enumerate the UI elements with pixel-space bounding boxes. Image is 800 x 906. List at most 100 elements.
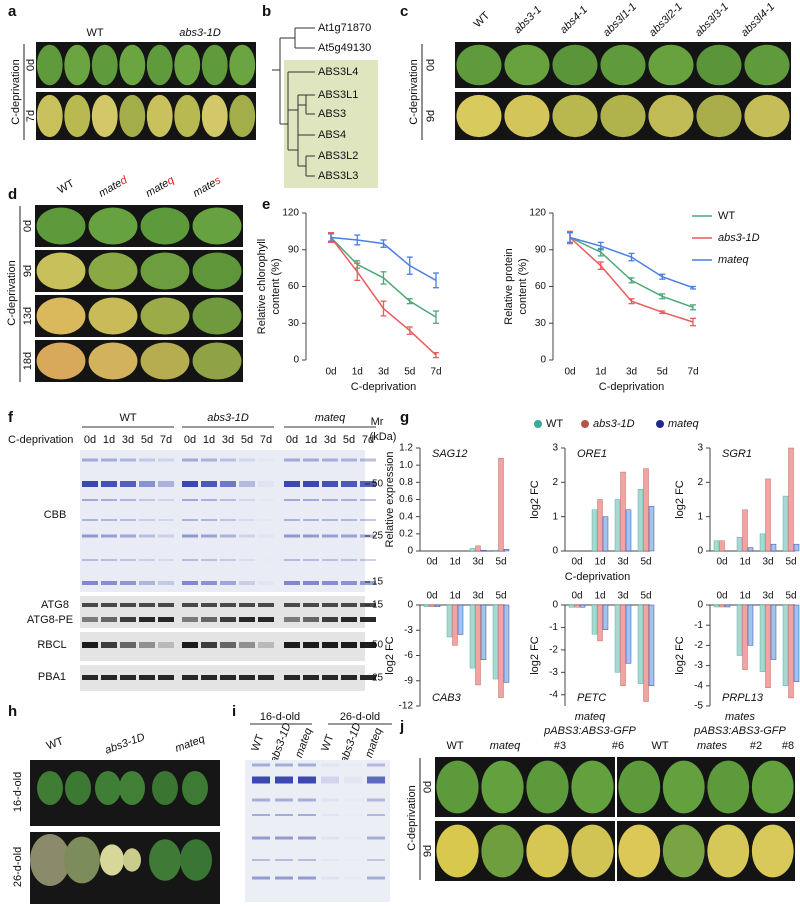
header-label: pABS3:ABS3-GFP: [543, 725, 636, 737]
column-label: mates: [697, 740, 727, 752]
error-bar: [659, 273, 666, 280]
leaf: [182, 771, 208, 805]
plant: [140, 297, 190, 335]
gel-band: [321, 763, 339, 767]
x-tick-label: 3d: [617, 557, 628, 568]
bar: [736, 537, 743, 552]
gel-band: [344, 776, 362, 784]
bar: [724, 604, 731, 608]
series-line: [569, 236, 694, 309]
legend-marker: [534, 420, 542, 428]
gel-band: [252, 763, 270, 767]
gel-band: [239, 519, 255, 521]
bar: [643, 468, 649, 552]
gel-band: [201, 458, 217, 462]
blot-band: [322, 603, 338, 607]
gel-band: [101, 581, 117, 585]
gel-band: [220, 534, 236, 538]
lane-label: 3d: [222, 434, 234, 446]
lane-label: 1d: [203, 434, 215, 446]
lane-label: 7d: [260, 434, 272, 446]
panel-label: j: [399, 718, 404, 735]
bar: [602, 516, 609, 552]
y-tick-label: -2: [694, 640, 703, 651]
plant: [744, 44, 790, 86]
leaf-label: ABS3L4: [318, 66, 358, 78]
blot-band: [220, 617, 236, 622]
row-label: C-deprivation: [8, 434, 73, 446]
gel-band: [298, 798, 316, 802]
x-tick-label: 0d: [716, 591, 727, 602]
lane-label: 7d: [362, 434, 374, 446]
row-label: 0d: [422, 781, 434, 793]
row-label: 13d: [22, 307, 34, 325]
y-tick-label: 30: [535, 318, 547, 329]
blot-band: [303, 642, 319, 648]
gel-band: [239, 499, 255, 501]
plant: [504, 44, 550, 86]
bar: [498, 604, 504, 698]
y-tick-label: 2: [552, 477, 558, 488]
gel-band: [360, 581, 376, 585]
blot-label: PBA1: [38, 671, 66, 683]
gel-band: [321, 814, 339, 816]
y-tick-label: 0: [552, 600, 558, 611]
y-tick-label: -9: [404, 675, 413, 686]
column-label: #8: [782, 740, 794, 752]
legend-label: abs3-1D: [718, 232, 760, 244]
gel-band: [298, 876, 316, 880]
bar: [492, 549, 499, 552]
y-tick-label: 0.6: [399, 494, 413, 505]
gel-band: [201, 481, 217, 487]
column-label: WT: [446, 740, 463, 752]
blot-band: [220, 675, 236, 680]
bar: [480, 604, 487, 660]
y-tick-label: -3: [404, 625, 413, 636]
bar: [480, 549, 487, 552]
marker-label: 15: [372, 600, 384, 611]
gel-band: [252, 776, 270, 784]
gel-band: [284, 581, 300, 585]
gel-band: [120, 499, 136, 501]
side-label: C-deprivation: [10, 59, 22, 124]
row-label: 9d: [22, 265, 34, 277]
error-bar: [406, 298, 413, 305]
blot-band: [201, 642, 217, 648]
error-bar: [433, 351, 439, 359]
x-tick-label: 1d: [352, 367, 363, 378]
bar: [648, 506, 655, 552]
gel-band: [322, 534, 338, 538]
plant: [696, 94, 742, 138]
blot-band: [101, 675, 117, 680]
gel-band: [101, 534, 117, 538]
chart-title: SAG12: [432, 448, 467, 460]
blot-band: [258, 617, 274, 622]
plant: [456, 94, 502, 138]
error-bar: [406, 256, 413, 275]
leaf-label: ABS3L3: [318, 170, 358, 182]
gel-band: [139, 481, 155, 487]
gel-band: [344, 799, 362, 802]
plant: [119, 44, 146, 86]
gel-band: [275, 876, 293, 880]
bar: [713, 604, 720, 608]
plant: [36, 94, 63, 138]
error-bar: [433, 272, 439, 289]
lane-label: 1d: [305, 434, 317, 446]
gel-band: [303, 481, 319, 487]
x-tick-label: 1d: [739, 591, 750, 602]
gel-band: [220, 481, 236, 487]
gel-band: [158, 458, 174, 462]
gel-band: [158, 499, 174, 501]
chart-title: PETC: [577, 692, 606, 704]
x-tick-label: 0d: [716, 557, 727, 568]
plant: [552, 44, 598, 86]
leaf: [95, 771, 121, 805]
plant: [36, 44, 63, 86]
blot-band: [239, 603, 255, 607]
gel-band: [344, 764, 362, 767]
plant: [146, 44, 173, 86]
column-label: mateq: [174, 733, 208, 755]
gel-band: [322, 581, 338, 585]
gel-band: [158, 559, 174, 561]
